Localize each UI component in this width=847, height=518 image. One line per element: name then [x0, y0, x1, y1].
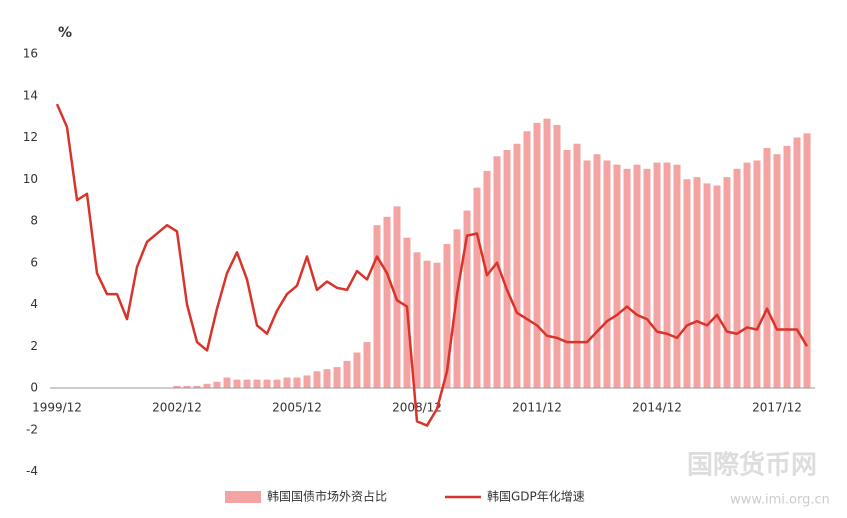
line [55, 103, 809, 427]
bar [483, 170, 491, 388]
bar [383, 216, 391, 388]
bar [173, 385, 181, 388]
bar [493, 156, 501, 388]
y-tick-label: 16 [23, 47, 38, 61]
y-unit: % [58, 25, 72, 41]
bar [763, 147, 771, 388]
bar [283, 377, 291, 388]
legend-label: 韩国国债市场外资占比 [267, 489, 387, 504]
bar [643, 168, 651, 388]
bar [633, 164, 641, 388]
bar [653, 162, 661, 388]
x-tick-label: 2002/12 [152, 401, 202, 415]
bar [243, 379, 251, 388]
bar [223, 377, 231, 388]
y-tick-label: -2 [26, 422, 38, 436]
bar [713, 185, 721, 388]
bar [673, 164, 681, 388]
bar [463, 210, 471, 388]
bar [783, 145, 791, 388]
y-tick-label: 0 [30, 381, 38, 395]
bar [743, 162, 751, 388]
bar [613, 164, 621, 388]
x-tick-label: 1999/12 [32, 401, 82, 415]
bar [563, 150, 571, 388]
x-tick-label: 2011/12 [512, 401, 562, 415]
y-tick-label: 4 [30, 297, 38, 311]
bar [683, 179, 691, 388]
y-tick-label: 14 [23, 88, 38, 102]
bar [663, 162, 671, 388]
bar [183, 385, 191, 388]
watermark-url: www.imi.org.cn [730, 493, 830, 508]
bar [503, 150, 511, 388]
bar [333, 367, 341, 388]
y-tick-label: -4 [26, 464, 38, 478]
bar [413, 252, 421, 388]
bar [753, 160, 761, 388]
bar [203, 383, 211, 388]
bar [443, 243, 451, 388]
bar [363, 342, 371, 388]
bar [623, 168, 631, 388]
bar [553, 124, 561, 388]
bar [803, 133, 811, 388]
bar [273, 379, 281, 388]
bar [793, 137, 801, 388]
y-tick-label: 8 [30, 214, 38, 228]
y-tick-label: 2 [30, 339, 38, 353]
bar [583, 160, 591, 388]
bar [353, 352, 361, 388]
bar [723, 177, 731, 388]
bar [603, 160, 611, 388]
bar [313, 371, 321, 388]
bar [733, 168, 741, 388]
y-tick-label: 6 [30, 255, 38, 269]
bar [593, 154, 601, 388]
y-tick-label: 10 [23, 172, 38, 186]
bar [213, 381, 221, 388]
bar [253, 379, 261, 388]
bar [343, 360, 351, 388]
bar [533, 122, 541, 388]
bar [263, 379, 271, 388]
bar [573, 143, 581, 388]
bar [773, 154, 781, 388]
bar [693, 177, 701, 388]
x-tick-label: 2017/12 [752, 401, 802, 415]
y-tick-label: 12 [23, 130, 38, 144]
bar [543, 118, 551, 389]
bar [233, 379, 241, 388]
bar [323, 369, 331, 388]
bar [473, 187, 481, 388]
bar [703, 183, 711, 388]
x-tick-label: 2014/12 [632, 401, 682, 415]
watermark-title: 国際货币网 [687, 450, 817, 481]
bar [433, 262, 441, 388]
bar [303, 375, 311, 388]
bar [513, 143, 521, 388]
bar [423, 260, 431, 388]
bar [293, 377, 301, 388]
legend-swatch [225, 491, 261, 503]
bar [523, 131, 531, 389]
bar [453, 229, 461, 388]
x-tick-label: 2005/12 [272, 401, 322, 415]
bar [193, 385, 201, 388]
bar [373, 225, 381, 388]
legend-label: 韩国GDP年化增速 [487, 489, 585, 504]
